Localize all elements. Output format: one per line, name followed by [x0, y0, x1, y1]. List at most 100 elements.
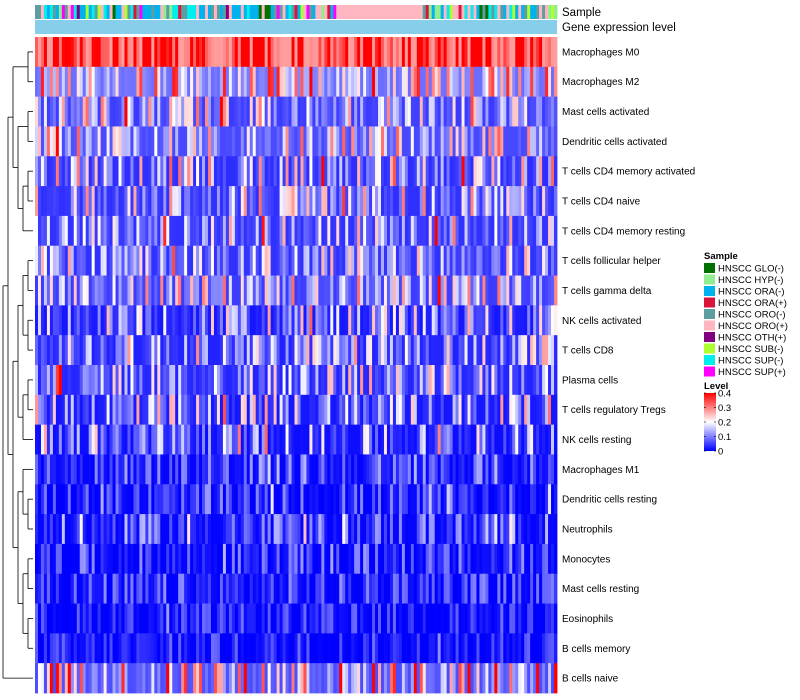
heatmap-cell	[139, 394, 143, 426]
heatmap-cell	[199, 365, 203, 396]
heatmap-cell	[476, 543, 480, 575]
heatmap-cell	[175, 543, 179, 575]
heatmap-cell	[112, 484, 116, 515]
heatmap-cell	[91, 245, 96, 276]
heatmap-cell	[422, 543, 427, 575]
heatmap-cell	[208, 633, 212, 664]
heatmap-cell	[497, 245, 501, 276]
heatmap-cell	[539, 543, 543, 575]
heatmap-cell	[285, 66, 289, 98]
heatmap-cell	[464, 514, 468, 545]
heatmap-cell	[288, 454, 292, 485]
heatmap-cell	[106, 514, 110, 545]
heatmap-cell	[136, 245, 140, 276]
heatmap-cell	[354, 156, 358, 187]
heatmap-cell	[363, 543, 367, 575]
heatmap-cell	[512, 186, 516, 217]
heatmap-cell	[208, 305, 212, 336]
heatmap-cell	[231, 66, 236, 98]
heatmap-cell	[500, 335, 504, 366]
heatmap-cell	[381, 424, 385, 455]
heatmap-cell	[196, 126, 200, 157]
heatmap-cell	[202, 633, 206, 664]
heatmap-cell	[291, 394, 295, 426]
heatmap-cell	[222, 424, 227, 455]
heatmap-cell	[178, 484, 182, 515]
heatmap-cell	[37, 454, 42, 485]
heatmap-cell	[339, 484, 343, 515]
heatmap-cell	[208, 424, 212, 455]
heatmap-cell	[184, 663, 188, 694]
heatmap-cell	[231, 454, 236, 485]
heatmap-cell	[509, 126, 513, 157]
heatmap-cell	[321, 365, 325, 396]
heatmap-cell	[187, 365, 191, 396]
heatmap-cell	[160, 275, 164, 306]
heatmap-cell	[297, 66, 301, 98]
heatmap-cell	[312, 275, 316, 306]
heatmap-cell	[178, 275, 182, 306]
heatmap-cell	[485, 603, 489, 634]
heatmap-cell	[234, 66, 239, 98]
heatmap-cell	[545, 96, 549, 127]
heatmap-cell	[318, 156, 322, 187]
heatmap-cell	[97, 215, 102, 247]
heatmap-cell	[476, 663, 480, 694]
heatmap-cell	[395, 454, 400, 485]
heatmap-cell	[437, 603, 442, 634]
heatmap-cell	[485, 37, 489, 68]
heatmap-cell	[97, 96, 102, 127]
heatmap-cell	[151, 663, 155, 694]
heatmap-cell	[312, 365, 316, 396]
heatmap-cell	[35, 633, 39, 664]
heatmap-cell	[407, 633, 412, 664]
heatmap-cell	[142, 394, 146, 426]
heatmap-cell	[181, 335, 185, 366]
heatmap-cell	[494, 96, 498, 127]
heatmap-cell	[458, 394, 462, 426]
heatmap-cell	[79, 633, 84, 664]
heatmap-cell	[213, 275, 218, 306]
heatmap-cell	[524, 215, 528, 247]
heatmap-cell	[479, 365, 483, 396]
heatmap-cell	[55, 394, 60, 426]
heatmap-cell	[521, 394, 525, 426]
heatmap-cell	[175, 305, 179, 336]
heatmap-cell	[199, 66, 203, 98]
heatmap-cell	[70, 37, 75, 68]
heatmap-cell	[527, 96, 531, 127]
heatmap-cell	[52, 126, 57, 157]
heatmap-cell	[243, 454, 248, 485]
row-label: Plasma cells	[562, 375, 618, 386]
heatmap-cell	[348, 37, 352, 68]
heatmap-cell	[261, 633, 266, 664]
heatmap-cell	[434, 245, 439, 276]
heatmap-cell	[413, 186, 418, 217]
heatmap-cell	[151, 603, 155, 634]
heatmap-cell	[52, 245, 57, 276]
sample-annotation-cell	[103, 5, 107, 19]
heatmap-cell	[178, 454, 182, 485]
heatmap-cell	[61, 394, 66, 426]
heatmap-cell	[297, 514, 301, 545]
heatmap-cell	[366, 215, 370, 247]
heatmap-cell	[160, 543, 164, 575]
heatmap-cell	[521, 126, 525, 157]
heatmap-cell	[58, 66, 63, 98]
heatmap-cell	[94, 37, 99, 68]
heatmap-cell	[258, 394, 263, 426]
heatmap-cell	[97, 484, 102, 515]
sample-annotation-cell	[216, 5, 221, 19]
heatmap-cell	[378, 394, 382, 426]
heatmap-cell	[512, 126, 516, 157]
heatmap-cell	[208, 186, 212, 217]
heatmap-cell	[551, 275, 555, 306]
heatmap-cell	[166, 156, 170, 187]
heatmap-cell	[58, 335, 63, 366]
heatmap-cell	[318, 66, 322, 98]
heatmap-cell	[73, 275, 78, 306]
heatmap-cell	[518, 484, 522, 515]
heatmap-cell	[124, 215, 128, 247]
heatmap-cell	[431, 663, 436, 694]
heatmap-cell	[40, 603, 45, 634]
